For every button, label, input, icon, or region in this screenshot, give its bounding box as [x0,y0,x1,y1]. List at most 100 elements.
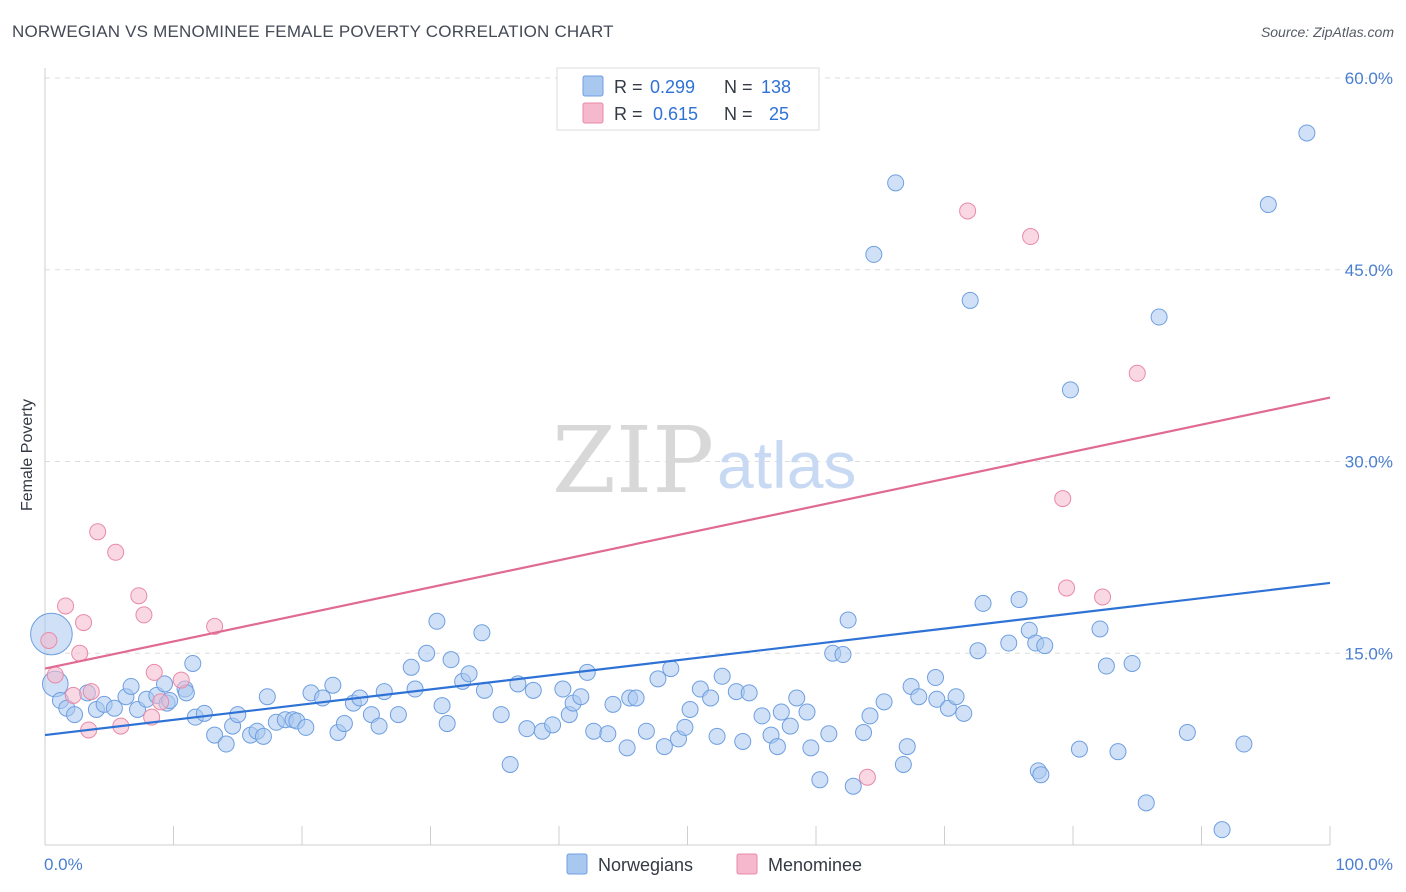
point-menominee [107,543,125,561]
point-norwegians [974,594,992,612]
point-menominee [89,523,107,541]
trend-lines [44,396,1331,737]
point-norwegians [811,771,829,789]
point-norwegians [518,720,536,738]
point-norwegians [433,697,451,715]
y-tick-label: 45.0% [1345,261,1393,280]
point-norwegians [681,700,699,718]
point-norwegians [927,669,945,687]
legend-r-value: 0.299 [650,77,695,97]
legend-r-label: R = [614,104,643,124]
point-norwegians [1213,821,1231,839]
legend-n-value: 138 [761,77,791,97]
watermark-zip: ZIP [552,407,714,514]
point-norwegians [473,624,491,642]
point-norwegians [1036,637,1054,655]
point-norwegians [834,646,852,664]
point-norwegians [1259,196,1277,214]
point-norwegians [894,755,912,773]
point-norwegians [1298,124,1316,142]
point-norwegians [753,707,771,725]
point-menominee [46,666,64,684]
point-norwegians [297,718,315,736]
point-norwegians [324,676,342,694]
point-norwegians [740,684,758,702]
y-tick-label: 30.0% [1345,453,1393,472]
x-tick-label: 0.0% [44,855,83,874]
point-menominee [206,617,224,635]
point-norwegians [492,706,510,724]
point-norwegians [1010,591,1028,609]
point-norwegians [655,738,673,756]
series-legend: Norwegians Menominee [566,853,862,875]
point-norwegians [820,725,838,743]
legend-n-label: N = [724,77,753,97]
point-menominee [82,683,100,701]
point-norwegians [898,738,916,756]
point-norwegians [1235,735,1253,753]
point-norwegians [1070,740,1088,758]
point-norwegians [734,732,752,750]
point-norwegians [844,777,862,795]
point-norwegians [442,651,460,669]
point-menominee [71,644,89,662]
point-norwegians [195,704,213,722]
point-menominee [75,614,93,632]
point-norwegians [402,658,420,676]
point-norwegians [599,725,617,743]
point-menominee [145,663,163,681]
data-points [30,124,1316,839]
series-legend-label-norwegians: Norwegians [598,855,693,875]
point-menominee [130,587,148,605]
point-menominee [1094,588,1112,606]
point-norwegians [702,689,720,707]
point-norwegians [572,688,590,706]
watermark: ZIP atlas [552,407,856,514]
point-norwegians [544,716,562,734]
point-norwegians [961,291,979,309]
point-norwegians [955,704,973,722]
tick-labels: 15.0% 30.0% 45.0% 60.0% 0.0% 100.0% [44,69,1393,874]
point-norwegians [1137,794,1155,812]
point-norwegians [585,722,603,740]
series-legend-swatch-menominee [736,853,758,875]
point-norwegians [781,717,799,735]
point-menominee [1128,364,1146,382]
trend-line-norwegians [44,581,1331,737]
point-norwegians [910,688,928,706]
legend-box: R = 0.299 N = 138 R = 0.615 N = 25 [556,67,820,131]
point-norwegians [554,680,572,698]
watermark-atlas: atlas [717,428,856,502]
chart-source: Source: ZipAtlas.com [1260,24,1394,40]
point-menominee [1054,490,1072,508]
point-norwegians [861,707,879,725]
point-menominee [959,202,977,220]
point-norwegians [1109,743,1127,761]
point-norwegians [676,718,694,736]
legend-n-value: 25 [769,104,789,124]
point-norwegians [438,715,456,733]
point-norwegians [156,675,174,693]
trend-line-menominee [44,396,1331,670]
legend-r-value: 0.615 [653,104,698,124]
point-norwegians [604,695,622,713]
point-norwegians [258,688,276,706]
point-norwegians [928,690,946,708]
point-norwegians [375,683,393,701]
point-norwegians [713,667,731,685]
point-norwegians [1061,381,1079,399]
y-tick-label: 60.0% [1345,69,1393,88]
legend-n-label: N = [724,104,753,124]
point-norwegians [501,755,519,773]
point-norwegians [855,724,873,742]
point-menominee [152,693,170,711]
point-norwegians [875,693,893,711]
chart-title: NORWEGIAN VS MENOMINEE FEMALE POVERTY CO… [12,22,614,41]
point-norwegians [66,706,84,724]
point-norwegians [406,680,424,698]
point-norwegians [1097,657,1115,675]
point-menominee [172,671,190,689]
point-norwegians [418,644,436,662]
point-norwegians [217,735,235,753]
point-norwegians [184,654,202,672]
